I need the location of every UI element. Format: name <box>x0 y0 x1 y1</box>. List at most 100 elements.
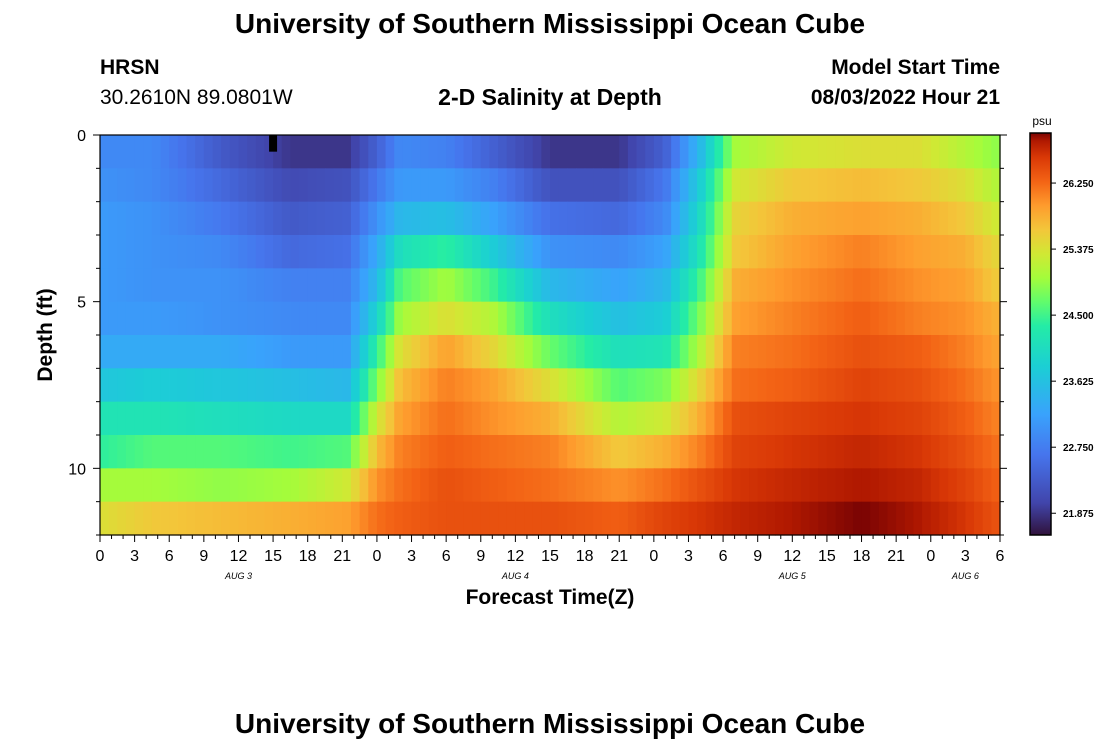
heatmap-cell <box>705 401 716 436</box>
heatmap-cell <box>195 135 205 169</box>
heatmap-cell <box>333 268 343 303</box>
heatmap-cell <box>792 335 802 369</box>
heatmap-cell <box>688 435 698 469</box>
heatmap-cell <box>783 335 793 369</box>
heatmap-cell <box>714 501 724 536</box>
heatmap-cell <box>281 335 291 369</box>
heatmap-cell <box>757 468 767 503</box>
heatmap-cell <box>186 501 196 536</box>
heatmap-cell <box>593 468 603 503</box>
heatmap-cell <box>601 468 612 503</box>
heatmap-cell <box>550 435 560 469</box>
heatmap-cell <box>316 501 326 536</box>
heatmap-cell <box>169 468 179 503</box>
heatmap-cell <box>956 401 966 436</box>
heatmap-cell <box>169 201 179 236</box>
heatmap-cell <box>939 335 949 369</box>
heatmap-cell <box>939 201 949 236</box>
heatmap-cell <box>991 168 1001 203</box>
heatmap-cell <box>299 401 309 436</box>
heatmap-cell <box>385 135 395 169</box>
heatmap-cell <box>861 235 871 269</box>
heatmap-cell <box>731 135 741 169</box>
heatmap-cell <box>359 135 369 169</box>
heatmap-cell <box>342 368 352 403</box>
heatmap-cell <box>273 268 283 303</box>
heatmap-cell <box>826 468 837 503</box>
heatmap-cell <box>463 335 473 369</box>
heatmap-cell <box>619 135 629 169</box>
heatmap-cell <box>922 468 932 503</box>
heatmap-cells <box>100 135 1001 536</box>
heatmap-cell <box>636 301 646 336</box>
heatmap-cell <box>653 468 664 503</box>
heatmap-cell <box>273 201 283 236</box>
heatmap-cell <box>134 501 144 536</box>
heatmap-cell <box>939 301 949 336</box>
heatmap-cell <box>723 468 733 503</box>
heatmap-cell <box>904 335 915 369</box>
heatmap-cell <box>359 201 369 236</box>
heatmap-cell <box>601 368 612 403</box>
heatmap-cell <box>662 268 672 303</box>
heatmap-cell <box>757 335 767 369</box>
heatmap-cell <box>688 468 698 503</box>
colorbar-tick-label: 25.375 <box>1063 245 1094 256</box>
heatmap-cell <box>766 335 776 369</box>
heatmap-cell <box>714 201 724 236</box>
heatmap-cell <box>697 168 707 203</box>
heatmap-cell <box>948 435 958 469</box>
heatmap-cell <box>731 335 741 369</box>
heatmap-cell <box>835 235 845 269</box>
heatmap-cell <box>125 135 136 169</box>
heatmap-cell <box>593 268 603 303</box>
heatmap-cell <box>697 268 707 303</box>
heatmap-cell <box>376 235 387 269</box>
heatmap-cell <box>524 168 534 203</box>
heatmap-cell <box>446 368 456 403</box>
colorbar: psu 21.875 22.750 23.625 24.500 25.375 26.250 <box>1029 114 1094 536</box>
heatmap-cell <box>402 468 413 503</box>
heatmap-cell <box>177 135 188 169</box>
heatmap-cell <box>982 235 992 269</box>
heatmap-cell <box>333 201 343 236</box>
heatmap-cell <box>775 268 785 303</box>
heatmap-cell <box>506 435 516 469</box>
heatmap-cell <box>965 468 975 503</box>
heatmap-cell <box>212 501 222 536</box>
heatmap-cell <box>913 468 923 503</box>
heatmap-cell <box>359 501 369 536</box>
heatmap-cell <box>229 268 240 303</box>
heatmap-cell <box>376 435 387 469</box>
heatmap-cell <box>316 401 326 436</box>
heatmap-cell <box>151 268 162 303</box>
heatmap-cell <box>221 501 231 536</box>
heatmap-cell <box>749 468 759 503</box>
heatmap-cell <box>160 268 170 303</box>
heatmap-cell <box>844 301 854 336</box>
heatmap-cell <box>307 501 317 536</box>
heatmap-cell <box>350 501 361 536</box>
x-tick-label: 18 <box>853 548 871 565</box>
heatmap-cell <box>125 335 136 369</box>
heatmap-cell <box>896 368 906 403</box>
heatmap-cell <box>134 368 144 403</box>
heatmap-cell <box>195 401 205 436</box>
heatmap-cell <box>913 401 923 436</box>
heatmap-cell <box>775 468 785 503</box>
heatmap-cell <box>428 268 439 303</box>
heatmap-cell <box>255 301 266 336</box>
heatmap-cell <box>454 301 465 336</box>
heatmap-cell <box>948 335 958 369</box>
heatmap-cell <box>965 201 975 236</box>
colorbar-gradient <box>1029 132 1052 536</box>
heatmap-cell <box>186 435 196 469</box>
heatmap-cell <box>238 368 248 403</box>
heatmap-cell <box>428 201 439 236</box>
x-date-label: AUG 5 <box>778 571 807 581</box>
heatmap-cell <box>532 201 542 236</box>
heatmap-cell <box>532 368 542 403</box>
heatmap-cell <box>671 301 681 336</box>
heatmap-cell <box>524 201 534 236</box>
heatmap-cell <box>653 268 664 303</box>
